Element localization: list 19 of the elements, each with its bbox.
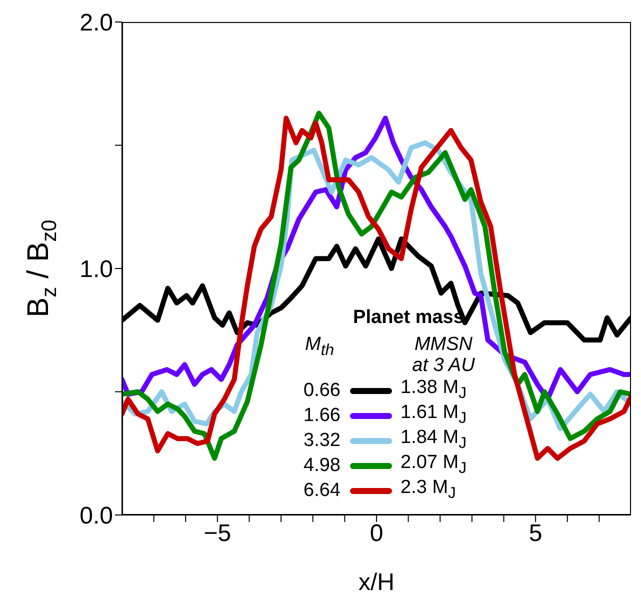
- x-tick-label: 5: [528, 520, 542, 548]
- x-tick-label: 0: [370, 520, 384, 548]
- y-tick-label: 2.0: [80, 10, 113, 37]
- y-tick-label: 1.0: [80, 256, 113, 284]
- legend-label: 1.61 M$_{J}$: [400, 402, 467, 427]
- x-tick-label: −5: [204, 520, 232, 548]
- legend-label: 1.84 M$_{J}$: [400, 427, 467, 452]
- annotation: 1.66: [302, 404, 340, 428]
- annotation: 6.64: [302, 479, 340, 503]
- annotation: 0.66: [302, 379, 340, 403]
- legend-label: 2.07 M$_{J}$: [400, 452, 467, 477]
- annotation: M$_{th}$: [304, 334, 336, 361]
- legend-label: 2.3 M$_{J}$: [400, 476, 456, 504]
- annotation: 3.32: [302, 429, 340, 453]
- x-axis-title: x/H: [358, 569, 394, 596]
- y-tick-label: 0.0: [80, 502, 113, 530]
- annotation: 4.98: [302, 454, 340, 478]
- legend-label: 1.38 M$_{J}$: [400, 377, 467, 402]
- annotation: MMSN at 3 AU: [411, 334, 476, 376]
